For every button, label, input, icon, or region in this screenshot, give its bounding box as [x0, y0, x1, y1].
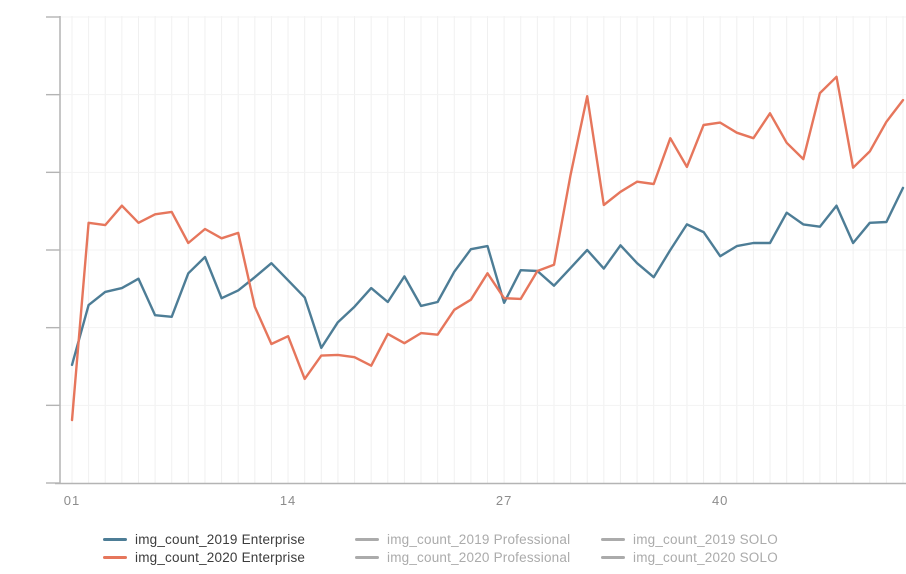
- legend-label: img_count_2020 Professional: [387, 549, 571, 565]
- legend-item-img-count-2020-enterprise[interactable]: img_count_2020 Enterprise: [103, 550, 355, 565]
- x-axis-label: 27: [496, 493, 512, 508]
- legend-label: img_count_2020 Enterprise: [135, 549, 306, 565]
- line-chart[interactable]: 01 14 27 40: [0, 0, 906, 512]
- legend-swatch-img-count-2020-enterprise: [103, 555, 127, 559]
- legend-label: img_count_2019 Professional: [387, 532, 571, 548]
- legend-label: img_count_2019 SOLO: [633, 532, 778, 548]
- legend-item-img-count-2020-solo[interactable]: img_count_2020 SOLO: [601, 550, 778, 565]
- legend-swatch-img-count-2020-professional: [355, 555, 379, 559]
- legend-swatch-img-count-2019-solo: [601, 538, 625, 542]
- legend-label: img_count_2020 SOLO: [633, 549, 778, 565]
- legend-item-img-count-2019-solo[interactable]: img_count_2019 SOLO: [601, 532, 778, 547]
- legend-swatch-img-count-2020-solo: [601, 555, 625, 559]
- legend-swatch-img-count-2019-professional: [355, 538, 379, 542]
- x-axis-label: 01: [64, 493, 80, 508]
- series-line-img-count-2019-enterprise[interactable]: [70, 186, 905, 367]
- chart-legend: img_count_2019 Enterprise img_count_2019 …: [103, 531, 778, 566]
- line-chart-canvas[interactable]: 01 14 27 40: [0, 0, 906, 512]
- legend-item-img-count-2019-professional[interactable]: img_count_2019 Professional: [355, 532, 601, 547]
- legend-label: img_count_2019 Enterprise: [135, 532, 306, 548]
- legend-swatch-img-count-2019-enterprise: [103, 538, 127, 542]
- legend-item-img-count-2020-professional[interactable]: img_count_2020 Professional: [355, 550, 601, 565]
- x-axis-label: 40: [712, 493, 728, 508]
- legend-item-img-count-2019-enterprise[interactable]: img_count_2019 Enterprise: [103, 532, 355, 547]
- series-line-img-count-2020-enterprise[interactable]: [70, 75, 905, 422]
- x-axis-label: 14: [280, 493, 296, 508]
